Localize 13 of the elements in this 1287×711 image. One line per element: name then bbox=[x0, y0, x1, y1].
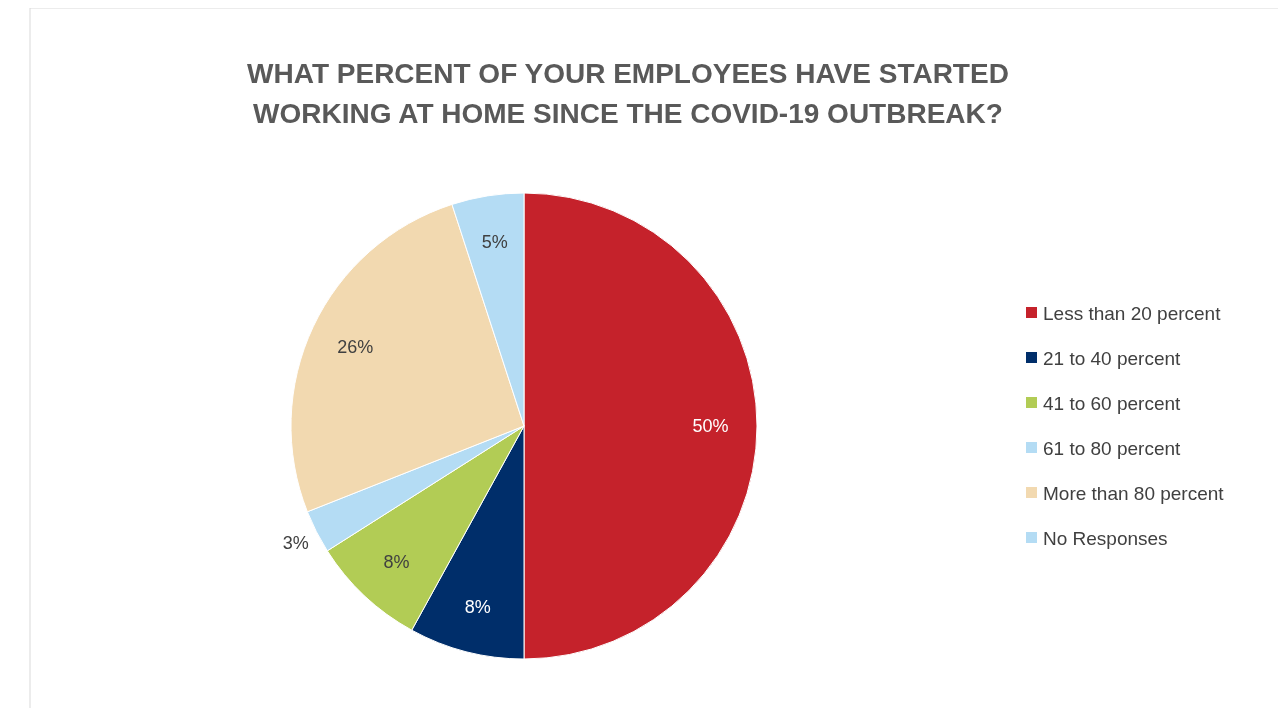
legend-label: Less than 20 percent bbox=[1043, 302, 1222, 324]
legend-label: 61 to 80 percent bbox=[1043, 437, 1182, 459]
data-label: 5% bbox=[481, 232, 508, 253]
legend-label: More than 80 percent bbox=[1043, 482, 1225, 504]
legend-label: No Responses bbox=[1043, 527, 1168, 549]
data-label: 8% bbox=[383, 552, 410, 573]
data-label: 8% bbox=[464, 596, 491, 617]
data-label: 50% bbox=[692, 416, 729, 437]
data-label: 3% bbox=[282, 532, 309, 553]
legend-label: 41 to 60 percent bbox=[1043, 392, 1182, 414]
data-label: 26% bbox=[337, 336, 374, 357]
legend-label: 21 to 40 percent bbox=[1043, 347, 1182, 369]
chart-title: WHAT PERCENT OF YOUR EMPLOYEES HAVE STARTED WORKING AT HOME SINCE THE COVID-19 OUTBREAK? bbox=[247, 58, 1009, 129]
